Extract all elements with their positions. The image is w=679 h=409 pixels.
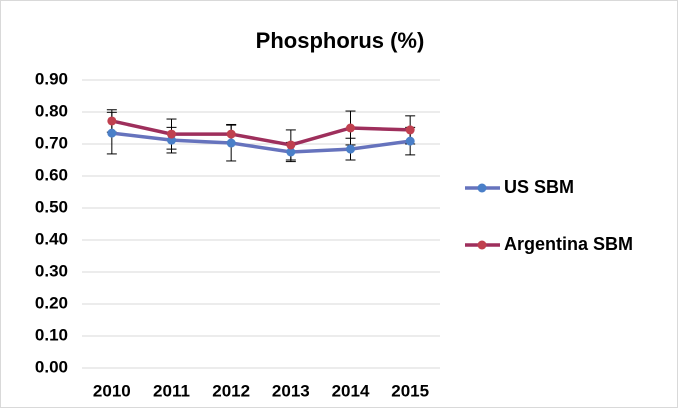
y-tick-label: 0.10	[35, 325, 68, 344]
y-tick-label: 0.90	[35, 69, 68, 88]
series-line	[111, 119, 411, 147]
legend-label: Argentina SBM	[504, 234, 633, 254]
point	[405, 136, 415, 146]
point	[286, 147, 296, 157]
legend-marker	[477, 183, 487, 193]
point	[107, 116, 117, 126]
y-tick-label: 0.60	[35, 165, 68, 184]
x-tick-label: 2011	[153, 381, 190, 400]
legend-marker	[477, 240, 487, 250]
point	[405, 125, 415, 135]
point	[346, 144, 355, 154]
point	[286, 140, 296, 150]
point	[107, 128, 117, 138]
point	[226, 138, 236, 148]
y-tick-label: 0.00	[35, 357, 68, 376]
x-tick-label: 2010	[93, 381, 131, 400]
y-tick-label: 0.50	[35, 197, 68, 216]
chart-title: Phosphorus (%)	[256, 28, 425, 53]
x-tick-label: 2013	[272, 381, 310, 400]
x-tick-label: 2014	[332, 381, 370, 400]
legend-label: US SBM	[504, 177, 574, 197]
x-tick-label: 2012	[212, 381, 250, 400]
point	[346, 123, 355, 133]
y-tick-label: 0.70	[35, 133, 68, 152]
y-tick-label: 0.20	[35, 293, 68, 312]
y-tick-label: 0.30	[35, 261, 68, 280]
y-tick-label: 0.40	[35, 229, 68, 248]
x-tick-label: 2015	[391, 381, 429, 400]
y-tick-label: 0.80	[35, 101, 68, 120]
point	[167, 129, 176, 139]
series-line	[111, 131, 411, 154]
point	[226, 129, 236, 139]
